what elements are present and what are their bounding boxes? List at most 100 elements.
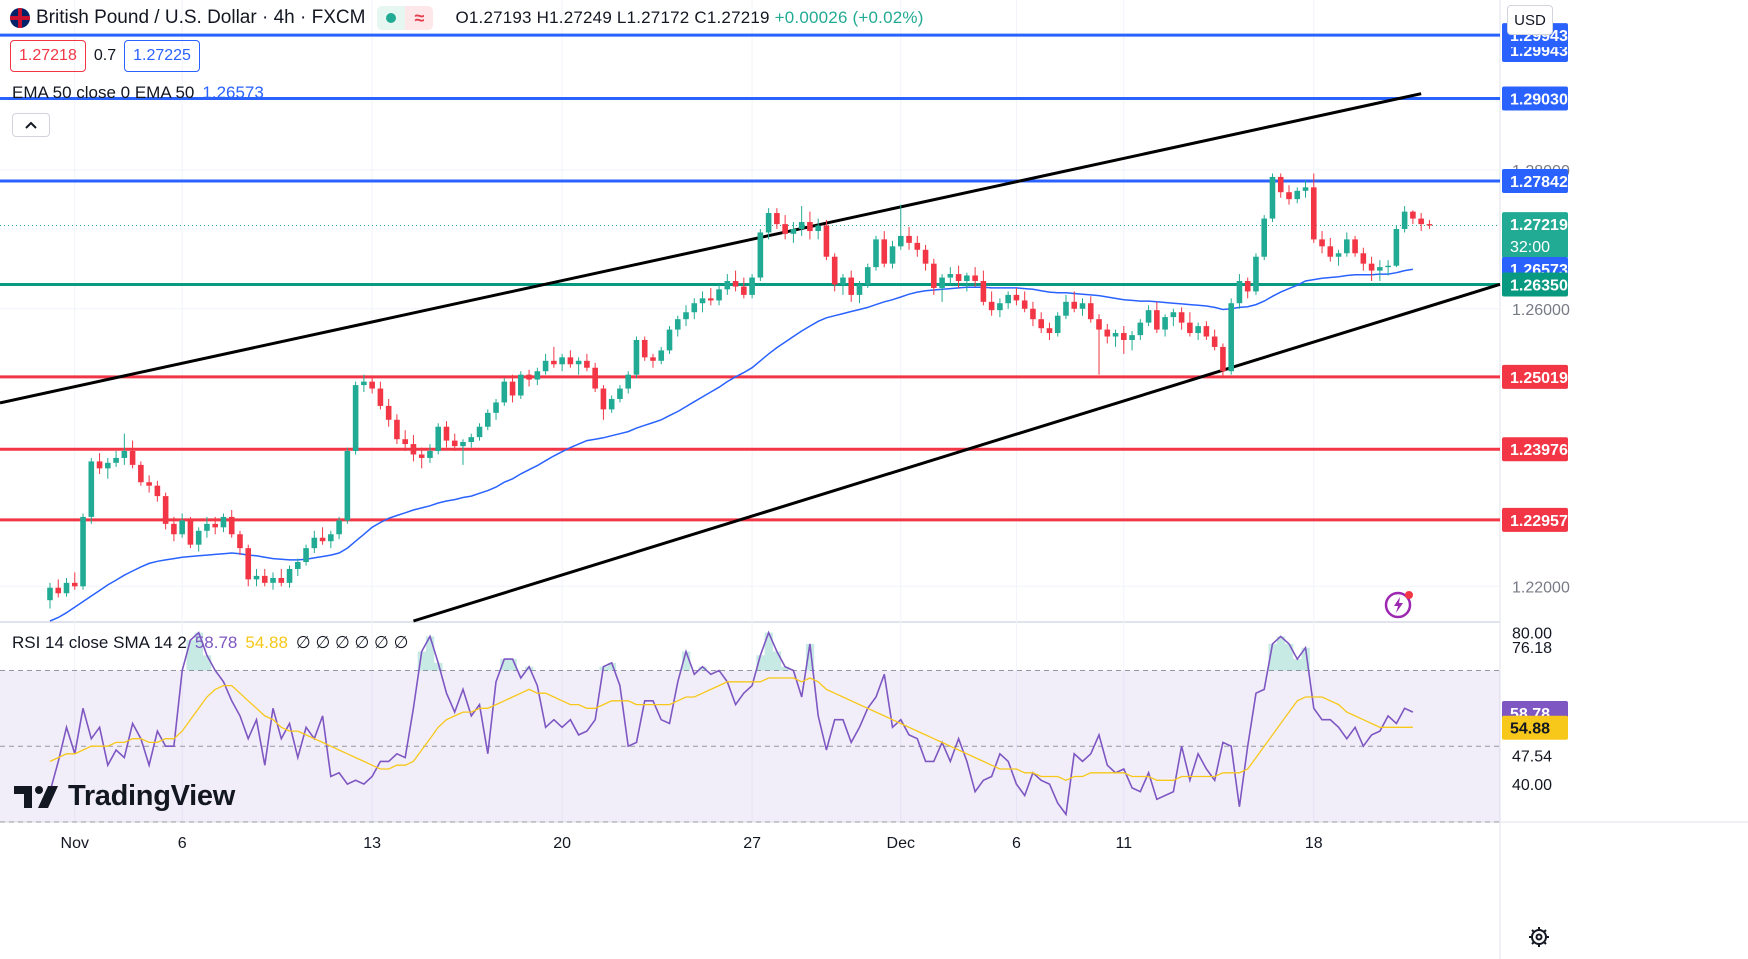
rsi-overbought-fill	[508, 659, 517, 671]
candle-body	[1178, 312, 1185, 323]
candle-body	[1344, 239, 1350, 254]
candle-body	[1253, 256, 1259, 292]
time-tick-label: 6	[178, 835, 187, 852]
candle-body	[1187, 322, 1193, 334]
candle	[914, 235, 921, 257]
candle	[732, 270, 739, 292]
candle	[71, 572, 78, 590]
candle	[1253, 253, 1259, 295]
time-tick-label: 20	[553, 835, 571, 852]
rsi-overbought-fill	[805, 643, 815, 671]
time-axis[interactable]: Nov 6 13 20 27 Dec 6 11 18	[61, 835, 1323, 852]
candle	[501, 378, 508, 406]
channel-lower-line	[412, 282, 1501, 623]
sell-button[interactable]: 1.27218	[10, 40, 86, 72]
candle-body	[402, 439, 408, 445]
candle-body	[906, 235, 912, 243]
candle	[319, 527, 326, 545]
lightning-alert-icon[interactable]	[1383, 588, 1415, 620]
candle-body	[691, 303, 698, 313]
candle-body	[699, 298, 706, 304]
candle-body	[922, 249, 929, 264]
candle-body	[418, 454, 425, 458]
candle-body	[617, 388, 623, 399]
candle	[964, 272, 970, 292]
candle	[600, 385, 607, 420]
candle	[1063, 294, 1069, 320]
candle-body	[311, 537, 318, 549]
candle-body	[501, 381, 508, 403]
candle-body	[666, 329, 673, 351]
candle	[1203, 321, 1210, 340]
high-value: H1.27249	[536, 8, 612, 27]
ema-legend[interactable]: EMA 50 close 0 EMA 50 1.26573	[12, 83, 264, 103]
candle	[418, 447, 425, 469]
candle-body	[757, 232, 764, 278]
candle-body	[113, 457, 119, 463]
candle-body	[394, 419, 400, 440]
candle	[592, 362, 598, 393]
settings-button[interactable]	[1522, 920, 1556, 954]
candle	[881, 231, 888, 268]
candle-body	[1038, 319, 1044, 329]
candle-body	[146, 482, 152, 486]
candle-body	[848, 277, 855, 295]
candle	[1162, 314, 1168, 337]
candle	[848, 270, 855, 302]
candle-body	[518, 374, 524, 396]
candle	[674, 315, 681, 337]
buy-button[interactable]: 1.27225	[124, 40, 200, 72]
candle-body	[551, 360, 557, 365]
candle-body	[633, 339, 640, 375]
rsi-legend[interactable]: RSI 14 close SMA 14 2 58.78 54.88 ∅ ∅ ∅ …	[12, 633, 408, 653]
candle-body	[774, 213, 780, 225]
candle-body	[1418, 218, 1424, 225]
candle	[699, 291, 706, 313]
rsi-overbought-fill	[417, 651, 426, 671]
candle-body	[526, 374, 532, 380]
rsi-legend-value: 58.78	[194, 633, 238, 652]
candle-body	[947, 274, 954, 278]
collapse-legend-button[interactable]	[12, 113, 50, 137]
candle-body	[245, 548, 252, 580]
candle-body	[493, 402, 499, 413]
candle-body	[1079, 303, 1086, 309]
candle	[757, 228, 764, 282]
candle-body	[815, 225, 821, 232]
candle	[939, 274, 945, 302]
candle	[518, 371, 524, 399]
candle	[484, 409, 491, 431]
rsi-pane[interactable]	[0, 630, 1500, 823]
currency-button[interactable]: USD	[1507, 5, 1553, 35]
candle-body	[988, 301, 995, 311]
candle	[1385, 260, 1391, 276]
candle	[220, 513, 227, 533]
price-pane[interactable]	[0, 33, 1501, 623]
candle	[666, 326, 673, 354]
candle-body	[1129, 335, 1135, 340]
rsi-overbought-fill	[1268, 643, 1277, 671]
candle-body	[592, 367, 598, 389]
symbol-title[interactable]: British Pound / U.S. Dollar · 4h · FXCM	[36, 7, 366, 28]
market-status-icon[interactable]: ≈	[377, 6, 434, 30]
candle-body	[716, 289, 722, 301]
candle	[1368, 256, 1375, 282]
candle	[402, 430, 408, 452]
candle-body	[1137, 322, 1144, 336]
candle-body	[1269, 176, 1276, 219]
candle	[765, 208, 772, 240]
change-value: +0.00026 (+0.02%)	[774, 8, 924, 27]
candle	[741, 277, 747, 299]
candle	[658, 346, 665, 365]
rsi-legend-extras: ∅ ∅ ∅ ∅ ∅ ∅	[295, 633, 409, 652]
candle	[774, 208, 780, 229]
open-value: O1.27193	[455, 8, 532, 27]
trade-panel: 1.27218 0.7 1.27225	[10, 40, 200, 72]
candle-body	[749, 277, 755, 295]
rsi-overbought-fill	[500, 659, 509, 671]
tradingview-logo[interactable]: TradingView	[14, 780, 235, 813]
rsi-overbought-fill	[607, 662, 616, 671]
price-axis[interactable]: 1.280001.260001.2200080.0076.1847.5440.0…	[1502, 23, 1570, 794]
candle	[864, 263, 871, 288]
